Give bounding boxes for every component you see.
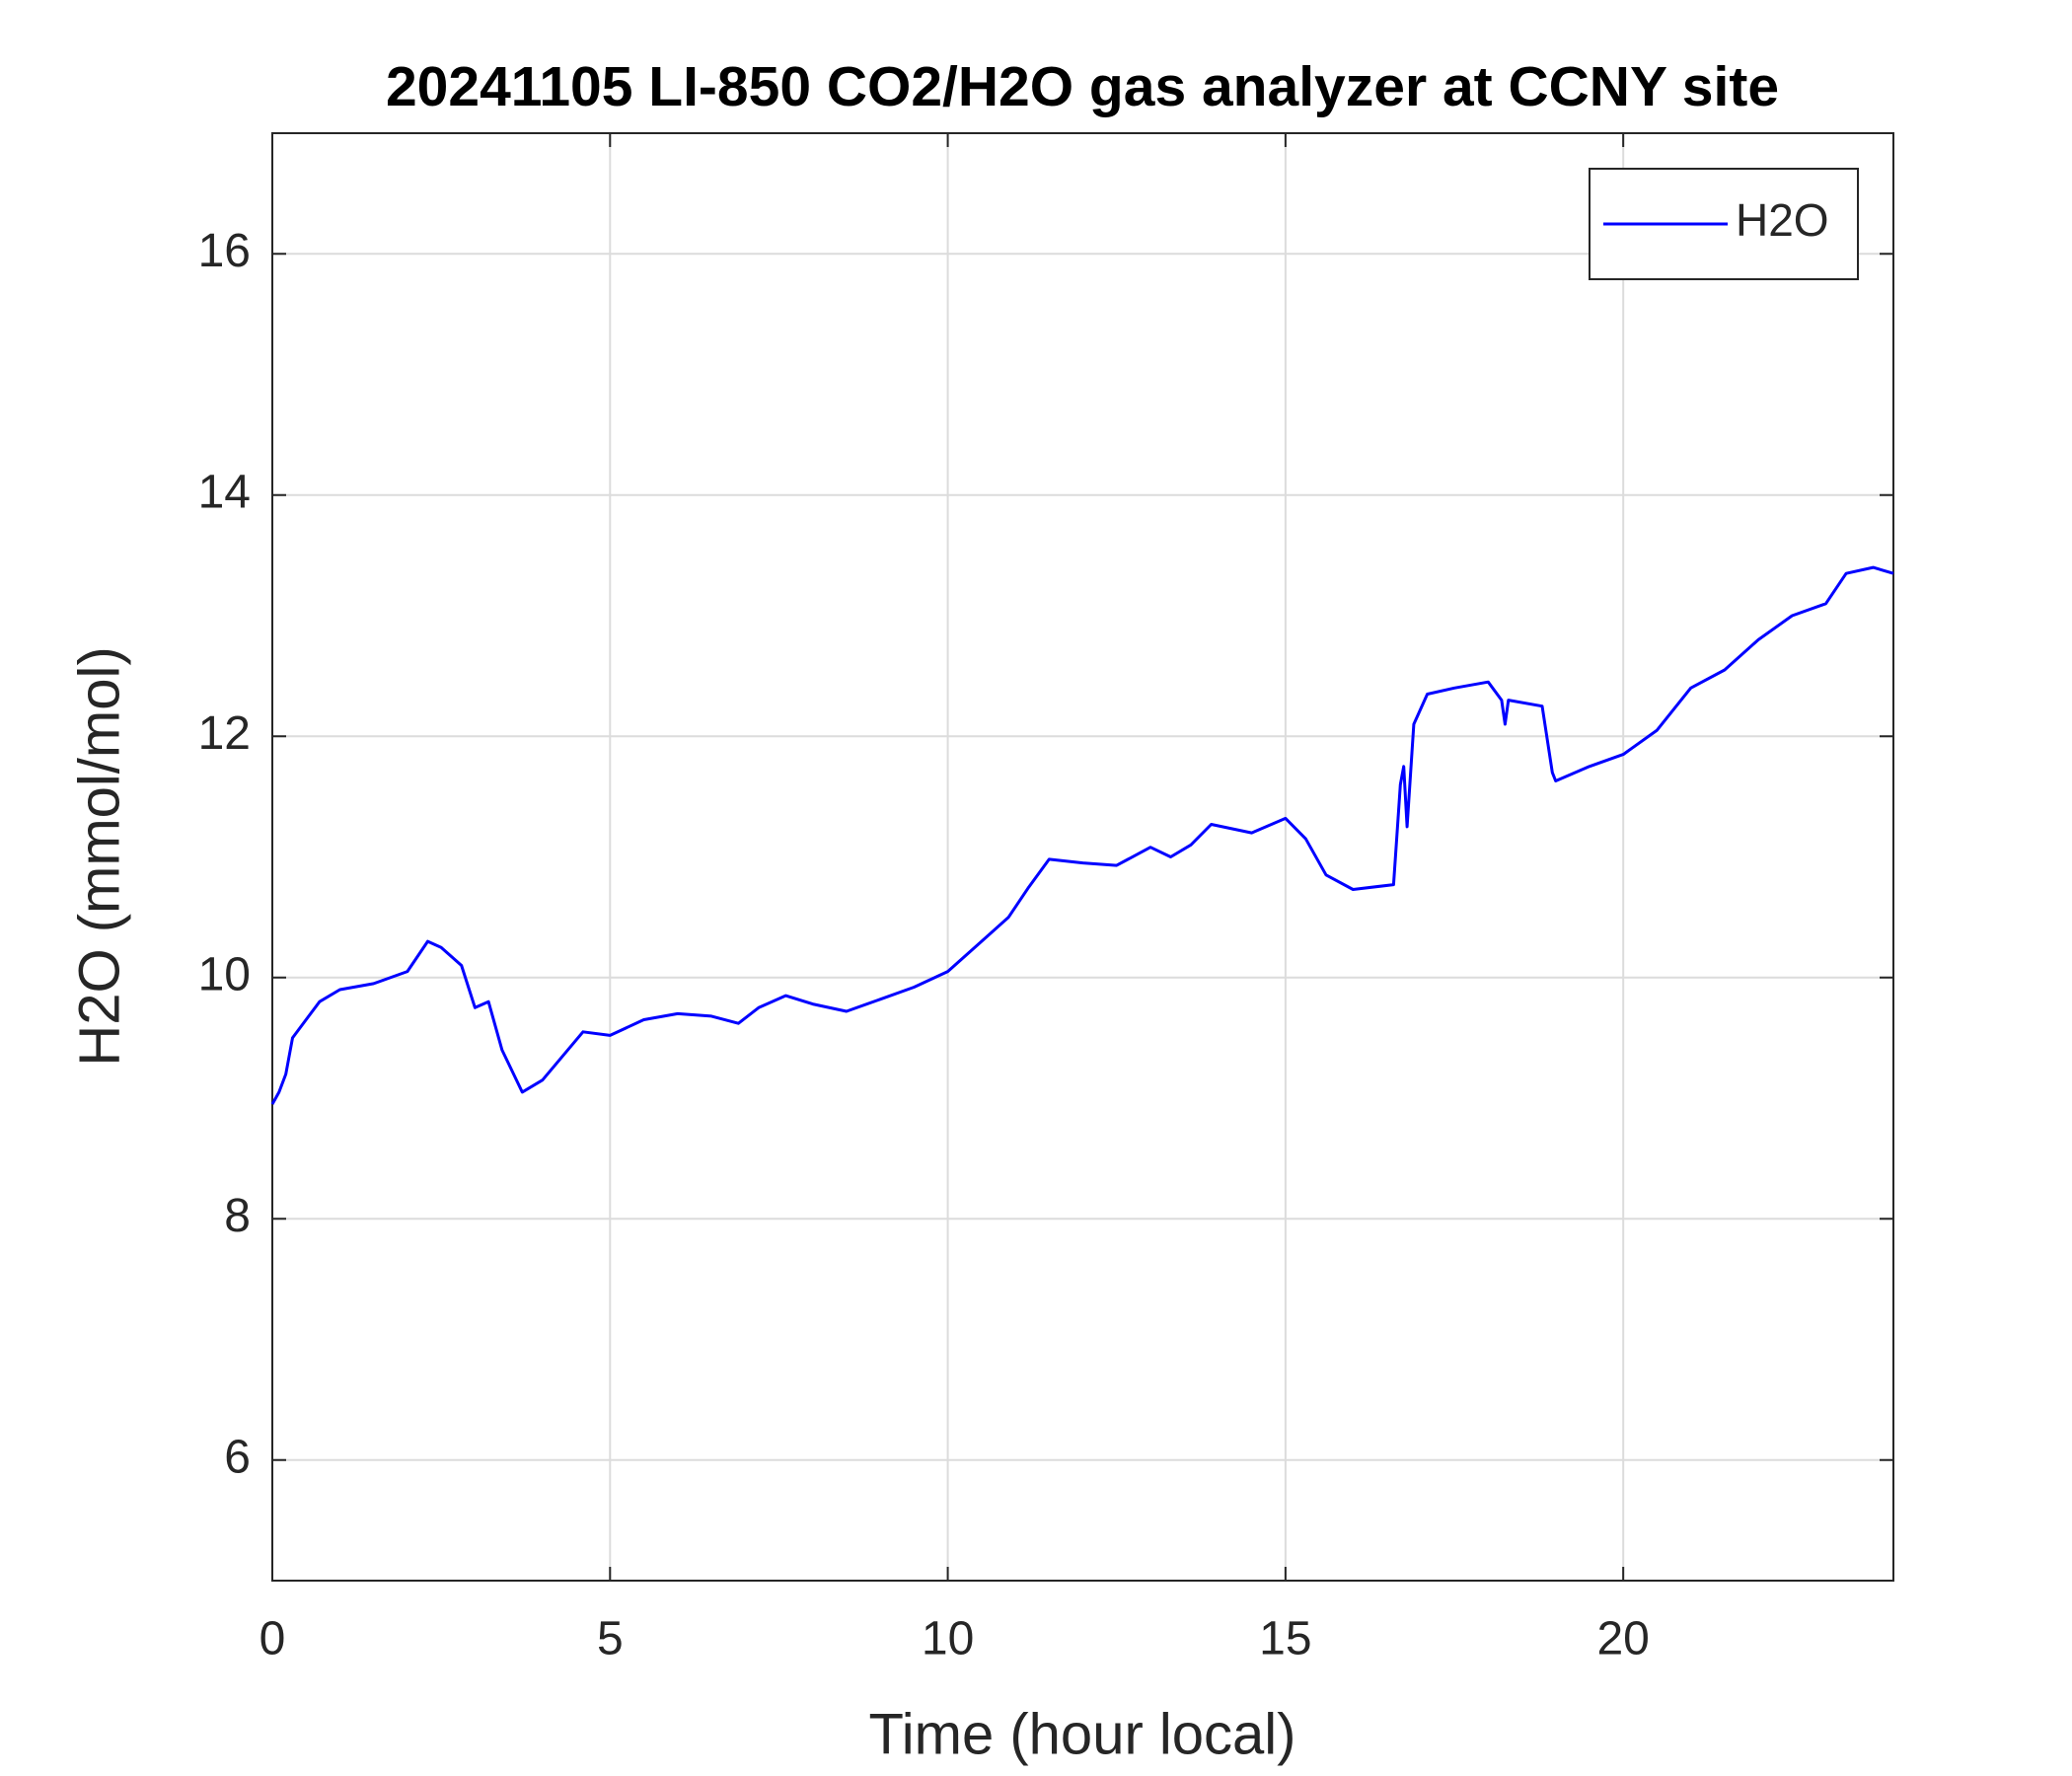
y-tick-label: 16: [198, 225, 251, 277]
x-tick-label: 20: [1596, 1613, 1649, 1665]
y-tick-label: 8: [224, 1190, 251, 1242]
y-tick-label: 6: [224, 1431, 251, 1483]
x-tick-label: 5: [597, 1613, 624, 1665]
plot-frame: [271, 132, 1894, 1582]
x-tick-label: 10: [922, 1613, 974, 1665]
y-tick-label: 12: [198, 707, 251, 760]
x-tick-label: 15: [1259, 1613, 1311, 1665]
data-line: [270, 565, 1894, 1105]
x-axis-label: Time (hour local): [869, 1702, 1296, 1766]
y-tick-label: 14: [198, 466, 251, 518]
x-tick-label: 0: [259, 1613, 286, 1665]
y-axis-label: H2O (mmol/mol): [67, 646, 131, 1066]
legend-label: H2O: [1736, 194, 1829, 246]
y-tick-label: 10: [198, 948, 251, 1000]
chart-title: 20241105 LI-850 CO2/H2O gas analyzer at …: [386, 55, 1779, 118]
